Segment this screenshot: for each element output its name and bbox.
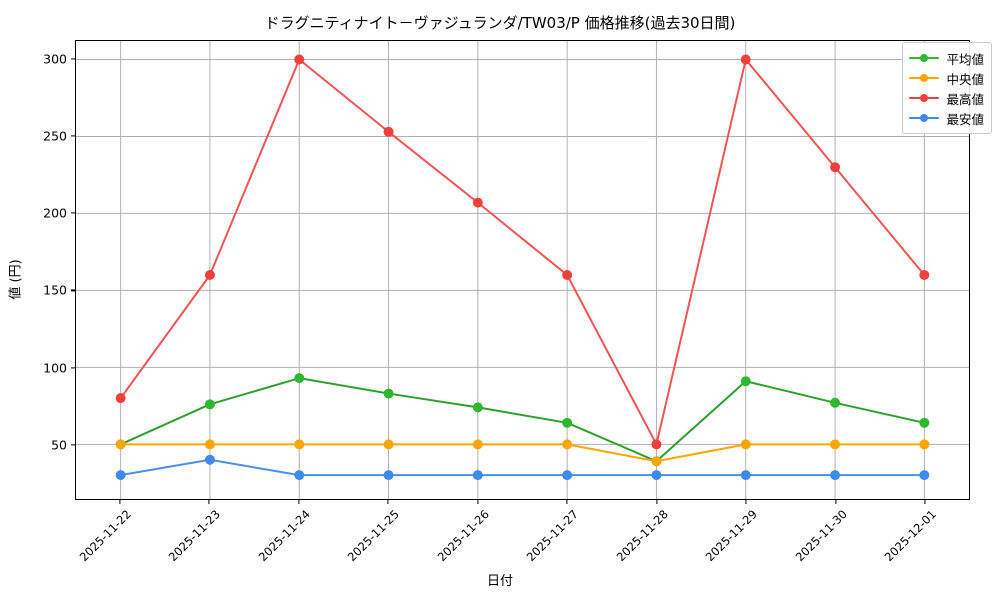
x-tick-mark bbox=[924, 500, 926, 504]
x-tick-label: 2025-11-27 bbox=[523, 507, 582, 565]
data-point[interactable] bbox=[830, 397, 841, 408]
chart-title: ドラグニティナイト－ヴァジュランダ/TW03/P 価格推移(過去30日間) bbox=[264, 14, 736, 32]
x-tick-label: 2025-12-01 bbox=[881, 507, 940, 565]
y-tick-label: 150 bbox=[43, 282, 67, 298]
data-point[interactable] bbox=[740, 439, 751, 450]
x-tick-mark bbox=[566, 500, 568, 504]
y-tick-label: 50 bbox=[51, 437, 67, 453]
data-point[interactable] bbox=[472, 470, 483, 481]
y-tick-mark bbox=[71, 367, 75, 369]
data-point[interactable] bbox=[562, 470, 573, 481]
data-point[interactable] bbox=[115, 470, 126, 481]
data-point[interactable] bbox=[204, 454, 215, 465]
data-point[interactable] bbox=[651, 470, 662, 481]
x-tick-label: 2025-11-25 bbox=[344, 507, 403, 565]
legend-label: 最高値 bbox=[946, 91, 984, 107]
data-point[interactable] bbox=[383, 470, 394, 481]
data-point[interactable] bbox=[472, 197, 483, 208]
legend-item[interactable]: 平均値 bbox=[909, 48, 984, 68]
x-tick-label: 2025-11-28 bbox=[613, 507, 671, 565]
x-tick-label: 2025-11-24 bbox=[255, 507, 313, 565]
data-point[interactable] bbox=[562, 417, 573, 428]
chart-legend: 平均値中央値最高値最安値 bbox=[902, 42, 992, 134]
series-line-3 bbox=[119, 458, 926, 477]
data-point[interactable] bbox=[740, 54, 751, 65]
y-tick-mark bbox=[71, 289, 75, 292]
series-line-1 bbox=[119, 443, 926, 463]
x-tick-label: 2025-11-26 bbox=[434, 507, 492, 565]
data-point[interactable] bbox=[204, 439, 215, 450]
legend-marker-icon bbox=[909, 92, 940, 104]
y-tick-mark bbox=[71, 135, 75, 137]
data-point[interactable] bbox=[919, 270, 930, 280]
legend-label: 中央値 bbox=[946, 71, 984, 87]
data-point[interactable] bbox=[919, 470, 930, 481]
x-tick-mark bbox=[656, 500, 658, 504]
data-point[interactable] bbox=[651, 439, 662, 450]
y-tick-mark bbox=[71, 444, 75, 446]
x-axis-label: 日付 bbox=[486, 574, 513, 589]
data-point[interactable] bbox=[115, 439, 126, 450]
data-point[interactable] bbox=[472, 402, 483, 413]
data-point[interactable] bbox=[919, 417, 930, 428]
data-point[interactable] bbox=[383, 126, 394, 137]
x-tick-label: 2025-11-22 bbox=[76, 507, 134, 565]
x-tick-mark bbox=[298, 500, 300, 504]
series-line-2 bbox=[119, 58, 926, 446]
x-tick-mark bbox=[745, 500, 747, 504]
data-point[interactable] bbox=[115, 393, 126, 404]
legend-marker-icon bbox=[909, 112, 940, 124]
x-tick-label: 2025-11-30 bbox=[792, 507, 850, 565]
data-point[interactable] bbox=[740, 470, 751, 481]
y-tick-label: 250 bbox=[43, 128, 67, 144]
legend-marker-icon bbox=[909, 72, 940, 84]
data-point[interactable] bbox=[204, 399, 215, 410]
data-point[interactable] bbox=[651, 456, 662, 467]
y-tick-label: 300 bbox=[43, 51, 67, 67]
data-point[interactable] bbox=[383, 439, 394, 450]
data-point[interactable] bbox=[562, 439, 573, 450]
data-point[interactable] bbox=[294, 439, 305, 450]
data-point[interactable] bbox=[383, 388, 394, 399]
legend-item[interactable]: 中央値 bbox=[909, 68, 984, 88]
data-point[interactable] bbox=[919, 439, 930, 450]
data-point[interactable] bbox=[204, 270, 215, 280]
x-tick-mark bbox=[835, 500, 837, 504]
data-series-layer bbox=[115, 54, 930, 481]
x-tick-mark bbox=[387, 500, 389, 504]
legend-item[interactable]: 最高値 bbox=[909, 88, 984, 108]
data-point[interactable] bbox=[472, 439, 483, 450]
series-line-0 bbox=[119, 377, 926, 463]
y-tick-mark bbox=[71, 57, 75, 60]
data-point[interactable] bbox=[830, 162, 841, 173]
data-point[interactable] bbox=[294, 373, 305, 384]
data-point[interactable] bbox=[294, 470, 305, 481]
data-point[interactable] bbox=[830, 470, 841, 481]
x-tick-mark bbox=[208, 500, 210, 504]
x-tick-label: 2025-11-29 bbox=[702, 507, 761, 565]
legend-marker-icon bbox=[909, 52, 940, 64]
x-tick-label: 2025-11-23 bbox=[165, 507, 224, 565]
data-point[interactable] bbox=[740, 376, 751, 387]
data-point[interactable] bbox=[294, 54, 305, 65]
legend-label: 最安値 bbox=[946, 111, 984, 127]
plot-area bbox=[75, 40, 970, 500]
x-tick-mark bbox=[477, 500, 479, 504]
x-tick-mark bbox=[119, 500, 121, 504]
y-tick-label: 100 bbox=[43, 360, 67, 376]
y-tick-label: 200 bbox=[43, 205, 67, 221]
data-point[interactable] bbox=[562, 270, 573, 280]
y-tick-mark bbox=[71, 212, 75, 214]
legend-label: 平均値 bbox=[946, 51, 984, 67]
legend-item[interactable]: 最安値 bbox=[909, 108, 984, 128]
data-point[interactable] bbox=[830, 439, 841, 450]
